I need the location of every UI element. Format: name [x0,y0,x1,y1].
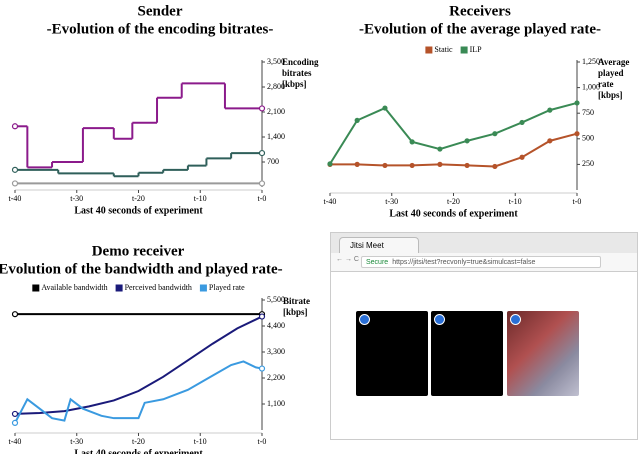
y-axis-label: Bitrate [kbps] [283,296,325,318]
x-tick-label: t-10 [194,194,207,203]
point-marker [520,120,524,124]
y-axis-label: Encoding bitrates [kbps] [282,57,324,90]
x-tick-label: t-10 [509,197,522,206]
legend: Available bandwidth Perceived bandwidth Pl… [32,283,245,292]
point-marker [13,181,18,186]
x-tick-label: t-30 [70,437,83,446]
point-marker [575,101,579,105]
tab-title: Jitsi Meet [350,241,384,250]
legend-label: Played rate [209,283,245,292]
video-tile [356,311,428,396]
point-marker [410,163,414,167]
legend-swatch [32,285,39,292]
point-marker [260,314,265,319]
legend-label: Perceived bandwidth [125,283,192,292]
tab-bar: Jitsi Meet [331,233,637,253]
video-tile [431,311,503,396]
point-marker [260,181,265,186]
y-axis-label: Average played rate [kbps] [598,57,640,101]
point-marker [410,140,414,144]
legend: Static ILP [425,45,482,54]
point-marker [438,147,442,151]
point-marker [465,163,469,167]
address-bar: ← → C Secure https://jitsi/test?recvonly=… [331,253,637,272]
y-tick-label: 700 [267,157,279,166]
point-marker [465,139,469,143]
y-tick-label: 1,100 [267,399,285,408]
x-tick-label: t-30 [385,197,398,206]
point-marker [383,106,387,110]
chart-title: Sender [138,3,183,19]
series-line [330,134,577,167]
point-marker [13,420,18,425]
point-marker [493,132,497,136]
legend-swatch [461,47,468,54]
x-tick-label: t-0 [258,437,267,446]
series-line [15,317,262,414]
chart-title: Receivers [449,3,511,19]
legend-swatch [200,285,207,292]
x-tick-label: t-40 [9,437,22,446]
video-tile [507,311,579,396]
series-line [330,103,577,164]
y-tick-label: 750 [582,108,594,117]
avatar-dot [359,314,370,325]
point-marker [548,139,552,143]
point-marker [355,162,359,166]
point-marker [260,151,265,156]
y-tick-label: 2,100 [267,107,285,116]
x-tick-label: t-20 [447,197,460,206]
avatar-dot [434,314,445,325]
point-marker [13,167,18,172]
point-marker [13,312,18,317]
tab[interactable]: Jitsi Meet [339,237,419,253]
x-tick-label: t-0 [258,194,267,203]
point-marker [438,162,442,166]
nav-buttons[interactable]: ← → C [336,256,359,263]
chart-title: Demo receiver [92,243,185,259]
x-axis-label: Last 40 seconds of experiment [74,205,203,216]
x-tick-label: t-0 [573,197,582,206]
y-tick-label: 500 [582,134,594,143]
x-tick-label: t-10 [194,437,207,446]
legend-swatch [116,285,123,292]
y-tick-label: 4,400 [267,321,285,330]
avatar-dot [510,314,521,325]
secure-label: Secure [366,259,388,266]
legend-label: ILP [470,45,483,54]
chart-subtitle: -Evolution of the encoding bitrates- [47,21,274,37]
browser-window: Jitsi Meet ← → C Secure https://jitsi/tes… [330,232,638,440]
x-tick-label: t-40 [9,194,22,203]
x-axis-label: Last 40 seconds of experiment [389,208,518,219]
url-box[interactable]: Secure https://jitsi/test?recvonly=true&s… [361,256,601,268]
point-marker [13,411,18,416]
point-marker [520,155,524,159]
point-marker [328,162,332,166]
legend-label: Available bandwidth [41,283,107,292]
point-marker [13,124,18,129]
chart-subtitle: -Evolution of the bandwidth and played r… [0,261,283,277]
series-line [15,361,262,422]
legend-swatch [425,47,432,54]
point-marker [548,108,552,112]
y-tick-label: 1,400 [267,132,285,141]
point-marker [575,132,579,136]
x-axis-label: Last 40 seconds of experiment [74,448,203,454]
url: https://jitsi/test?recvonly=true&simulca… [392,259,535,266]
chart-subtitle: -Evolution of the average played rate- [359,21,601,37]
y-tick-label: 3,300 [267,347,285,356]
page: Sender -Evolution of the encoding bitrate… [0,0,640,454]
x-tick-label: t-40 [324,197,337,206]
point-marker [493,164,497,168]
y-tick-label: 250 [582,159,594,168]
x-tick-label: t-20 [132,194,145,203]
x-tick-label: t-20 [132,437,145,446]
point-marker [383,163,387,167]
point-marker [355,118,359,122]
legend-label: Static [434,45,453,54]
point-marker [260,106,265,111]
point-marker [260,366,265,371]
y-tick-label: 2,200 [267,373,285,382]
x-tick-label: t-30 [70,194,83,203]
